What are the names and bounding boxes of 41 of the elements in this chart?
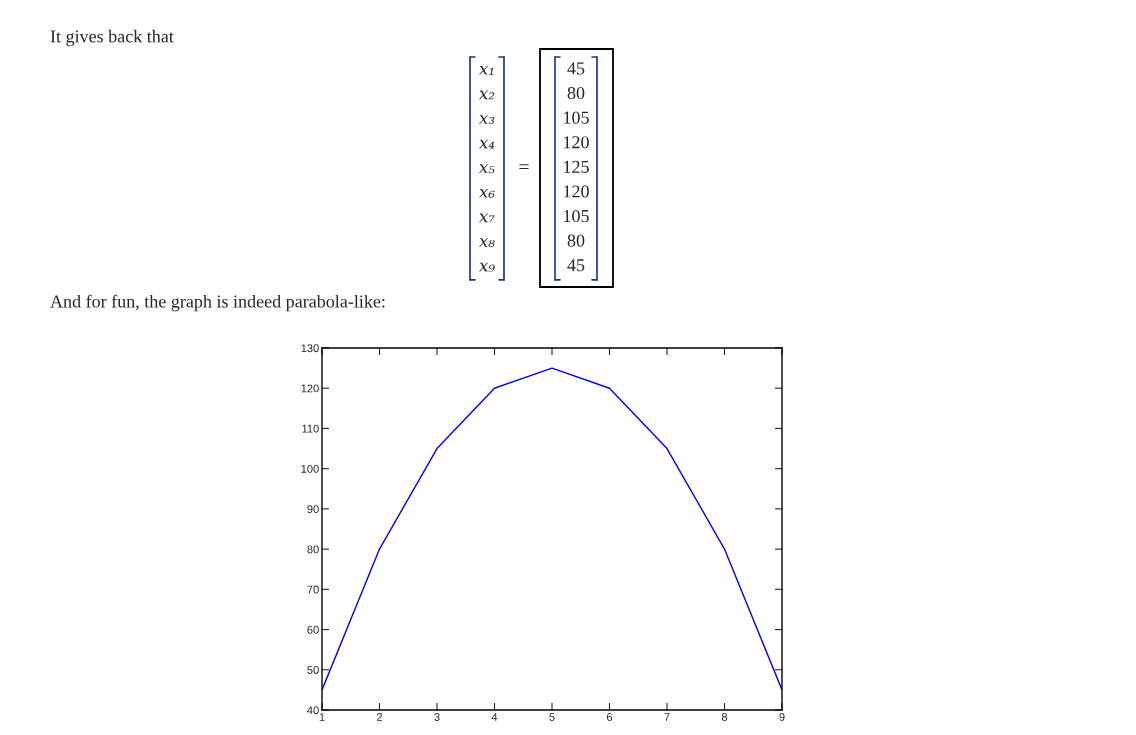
text: 120 xyxy=(564,185,589,198)
text: 125 xyxy=(564,160,589,173)
y-tick-label: 60 xyxy=(307,625,319,634)
text: x₉ xyxy=(479,262,495,272)
text: 45 xyxy=(567,259,585,272)
text: 80 xyxy=(567,234,585,247)
text: x₁ xyxy=(479,65,494,75)
y-tick-label: 110 xyxy=(302,424,319,433)
y-tick-label: 120 xyxy=(301,384,319,393)
x-tick-label: 1 xyxy=(319,713,325,721)
text: And for fun, the graph is indeed parabola-like: xyxy=(50,294,385,312)
text: 120 xyxy=(564,136,589,149)
text: It gives back that xyxy=(50,29,174,47)
text: x₃ xyxy=(479,115,495,124)
line-series xyxy=(322,367,782,691)
x-tick-label: 2 xyxy=(376,713,383,721)
text: 80 xyxy=(567,86,585,100)
text: = xyxy=(519,164,529,170)
text: x₄ xyxy=(479,139,495,149)
x-tick-label: 3 xyxy=(434,713,440,721)
x-tick-label: 7 xyxy=(664,713,670,721)
y-tick-label: 40 xyxy=(307,706,319,715)
text: 45 xyxy=(567,62,585,75)
text: x₂ xyxy=(479,90,495,100)
x-tick-label: 8 xyxy=(721,713,728,721)
y-tick-label: 90 xyxy=(307,505,319,514)
text: x₆ xyxy=(479,188,495,198)
text: 105 xyxy=(564,111,589,124)
y-tick-label: 130 xyxy=(301,344,319,353)
y-tick-label: 70 xyxy=(307,585,319,594)
x-tick-label: 9 xyxy=(779,713,785,721)
y-tick-label: 100 xyxy=(301,464,319,473)
text: x₅ xyxy=(479,164,495,174)
x-tick-label: 6 xyxy=(606,713,613,721)
text: 105 xyxy=(564,209,589,223)
text: x₇ xyxy=(479,213,495,223)
x-tick-label: 4 xyxy=(491,713,498,721)
y-tick-label: 80 xyxy=(307,545,319,554)
y-tick-label: 50 xyxy=(307,666,319,674)
x-tick-label: 5 xyxy=(549,713,555,721)
text: x₈ xyxy=(479,238,495,247)
